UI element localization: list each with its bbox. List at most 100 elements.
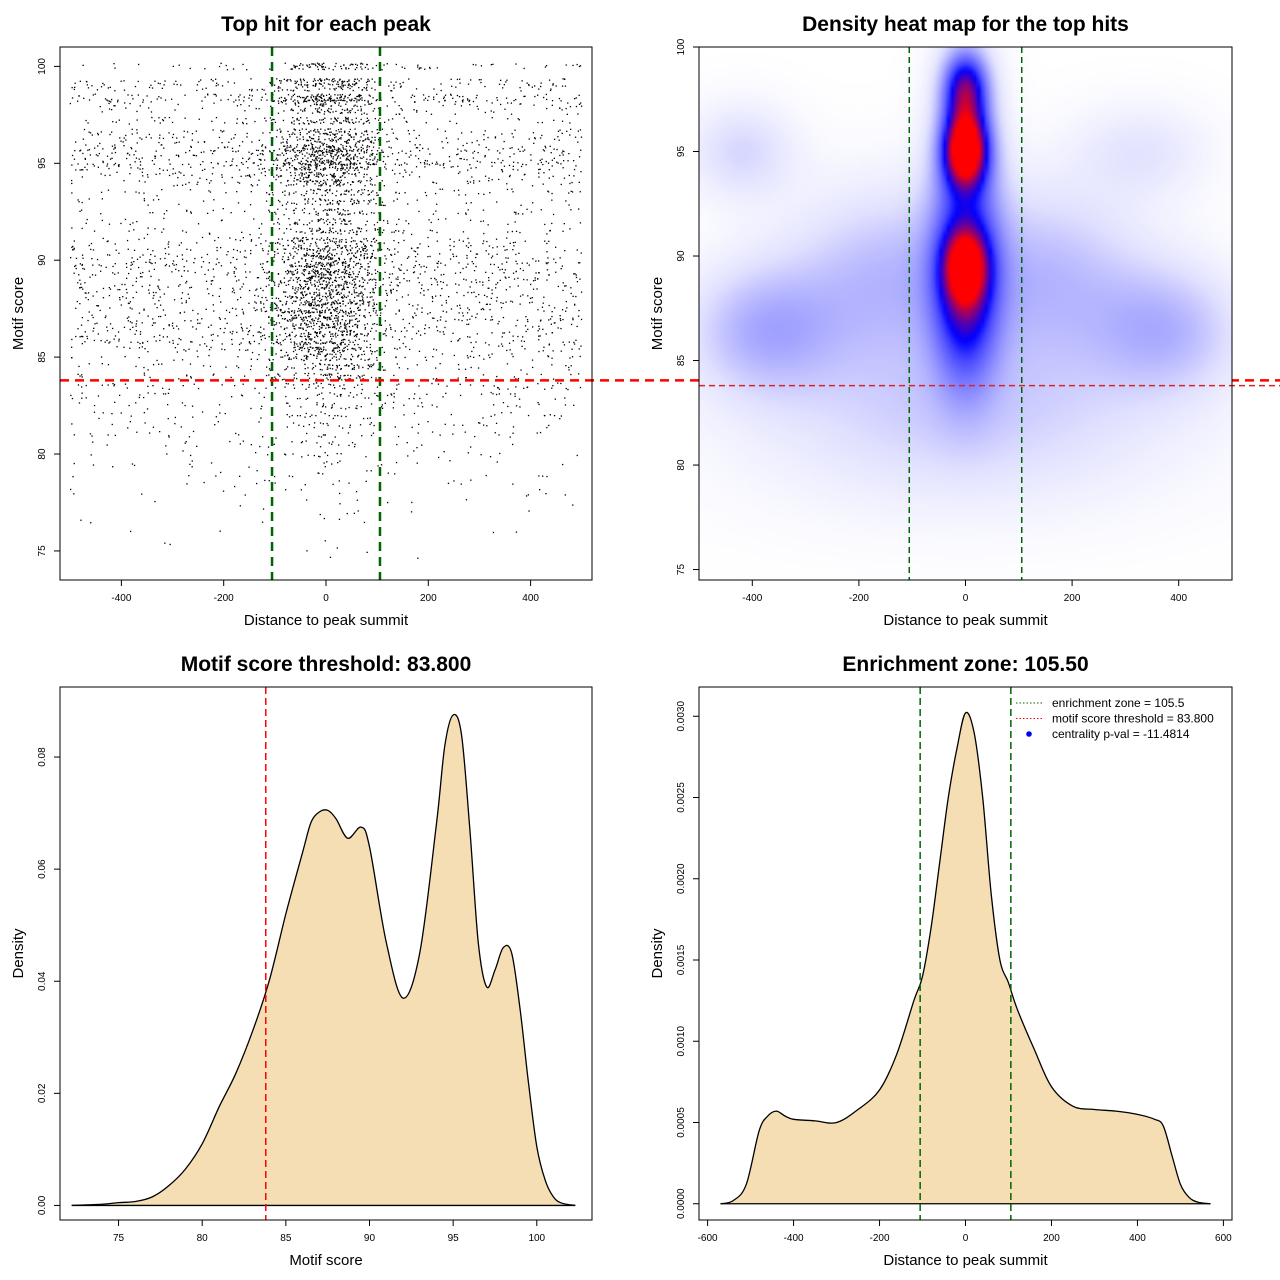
data-point — [455, 255, 458, 257]
data-point — [249, 271, 251, 273]
data-point — [361, 333, 363, 335]
data-point — [494, 137, 497, 139]
data-point — [452, 97, 454, 99]
data-point — [326, 192, 329, 194]
data-point — [163, 147, 165, 149]
data-point — [273, 280, 275, 283]
data-point — [328, 282, 330, 284]
data-point — [321, 324, 323, 326]
data-point — [242, 338, 244, 340]
data-point — [564, 78, 566, 80]
data-point — [215, 95, 217, 97]
data-point — [310, 130, 312, 132]
data-point — [473, 270, 476, 272]
data-point — [532, 280, 535, 282]
data-point — [324, 316, 327, 319]
data-point — [320, 172, 322, 175]
data-point — [565, 285, 567, 287]
data-point — [204, 273, 206, 276]
data-point — [339, 302, 341, 304]
data-point — [273, 90, 276, 92]
data-point — [497, 266, 499, 268]
data-point — [101, 219, 103, 222]
data-point — [417, 277, 419, 279]
data-point — [337, 261, 339, 264]
data-point — [376, 132, 379, 135]
data-point — [416, 109, 418, 112]
data-point — [301, 237, 304, 239]
data-point — [289, 333, 291, 335]
data-point — [543, 172, 545, 174]
data-point — [335, 328, 338, 330]
data-point — [180, 242, 182, 244]
data-point — [331, 140, 333, 142]
data-point — [295, 292, 297, 295]
data-point — [334, 334, 336, 336]
data-point — [261, 223, 263, 225]
data-point — [77, 199, 79, 201]
data-point — [220, 247, 222, 249]
data-point — [572, 295, 574, 297]
x-tick-label: 400 — [522, 593, 539, 604]
data-point — [353, 105, 355, 107]
data-point — [315, 156, 317, 158]
data-point — [257, 154, 259, 156]
data-point — [318, 247, 320, 250]
data-point — [255, 244, 257, 247]
data-point — [568, 174, 570, 177]
data-point — [284, 163, 286, 165]
data-point — [255, 289, 257, 291]
data-point — [338, 202, 340, 205]
data-point — [85, 222, 87, 224]
data-point — [502, 148, 504, 150]
data-point — [534, 85, 536, 87]
data-point — [305, 100, 307, 102]
data-point — [374, 257, 376, 259]
data-point — [359, 268, 361, 270]
data-point — [309, 303, 311, 305]
data-point — [324, 209, 326, 211]
data-point — [360, 149, 363, 151]
data-point — [288, 194, 290, 196]
data-point — [370, 199, 372, 201]
data-point — [97, 132, 99, 135]
data-point — [196, 89, 198, 92]
data-point — [519, 103, 521, 105]
data-point — [336, 184, 338, 187]
data-point — [408, 256, 410, 258]
data-point — [339, 212, 341, 214]
data-point — [88, 149, 91, 151]
data-point — [538, 172, 540, 174]
data-point — [390, 90, 392, 92]
data-point — [335, 307, 337, 310]
data-point — [371, 273, 373, 275]
y-tick-label: 100 — [37, 58, 48, 75]
data-point — [105, 266, 107, 268]
data-point — [372, 308, 374, 310]
data-point — [491, 319, 494, 321]
data-point — [440, 281, 442, 283]
data-point — [314, 151, 317, 153]
data-point — [351, 136, 353, 138]
data-point — [210, 334, 212, 336]
data-point — [321, 79, 323, 81]
data-point — [301, 257, 303, 259]
data-point — [361, 241, 363, 243]
data-point — [218, 262, 220, 264]
data-point — [354, 128, 356, 130]
data-point — [340, 200, 342, 202]
data-point — [311, 121, 313, 123]
data-point — [320, 109, 323, 111]
data-point — [361, 266, 363, 268]
data-point — [289, 167, 291, 169]
x-tick-label: -200 — [214, 593, 234, 604]
data-point — [113, 338, 115, 340]
data-point — [300, 292, 302, 294]
data-point — [579, 65, 582, 67]
data-point — [321, 104, 323, 106]
data-point — [217, 335, 219, 337]
data-point — [343, 275, 345, 278]
data-point — [299, 96, 302, 99]
data-point — [478, 301, 481, 304]
data-point — [285, 99, 287, 101]
